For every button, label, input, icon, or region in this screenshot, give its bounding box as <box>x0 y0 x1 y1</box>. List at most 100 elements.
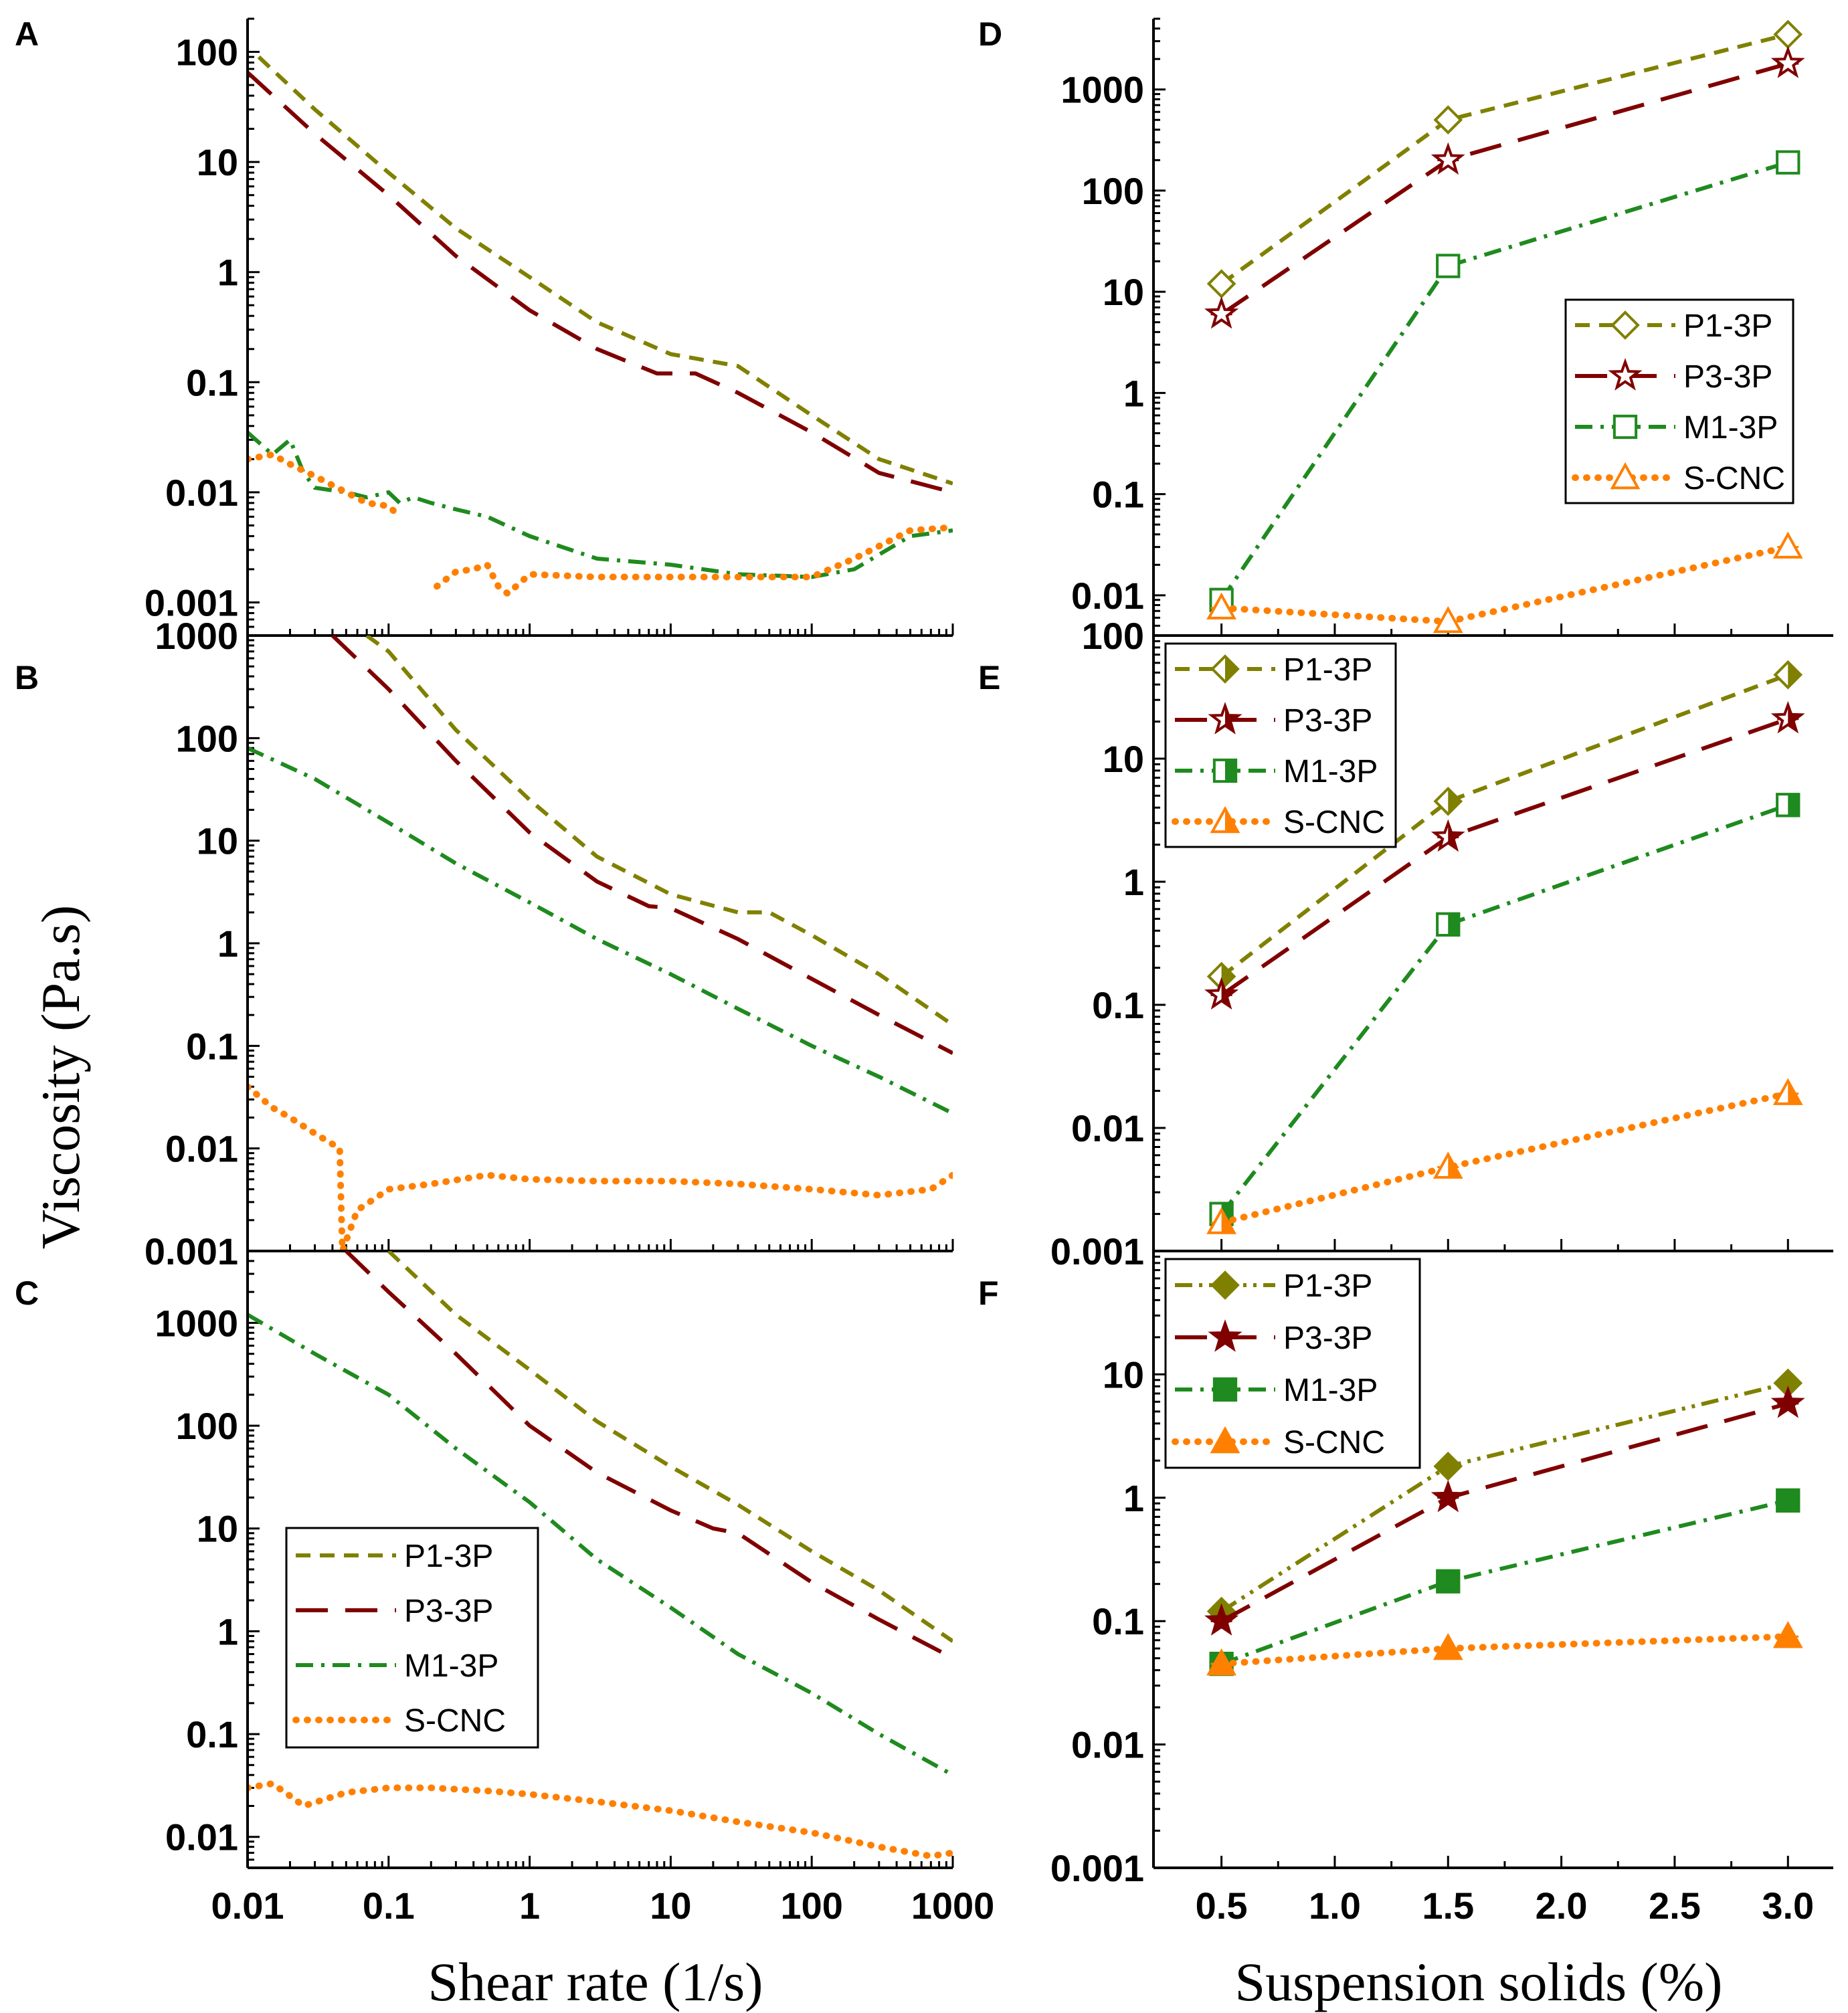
marker-star <box>1208 1319 1242 1352</box>
legend-label: P3-3P <box>404 1594 493 1629</box>
legend-label: P3-3P <box>1283 703 1372 739</box>
series-line-s-cnc <box>1218 1090 1792 1226</box>
y-tick-label: 100 <box>1082 615 1144 657</box>
legend: P1-3P P3-3P M1-3P S-CNC <box>1164 642 1397 848</box>
marker-diamond <box>1433 105 1463 135</box>
marker-diamond <box>1610 310 1640 340</box>
x-tick-label: 1.5 <box>1422 1885 1474 1927</box>
y-tick-label: 1000 <box>155 1302 238 1344</box>
y-tick-label: 1 <box>1123 861 1144 903</box>
legend-label: M1-3P <box>1283 1373 1378 1408</box>
legend-box <box>1564 298 1794 504</box>
y-axis-title: Viscosity (Pa.s) <box>30 905 91 1249</box>
y-tick-label: 0.01 <box>1071 575 1144 617</box>
y-tick-label: 1000 <box>1060 69 1144 111</box>
y-tick-label: 0.1 <box>186 1713 238 1755</box>
marker-half-fill <box>1788 794 1799 816</box>
legend: P1-3P P3-3P M1-3P S-CNC <box>1564 298 1794 504</box>
y-tick-label: 0.001 <box>145 581 238 624</box>
x-tick-label: 1.0 <box>1309 1885 1361 1927</box>
legend-label: M1-3P <box>404 1648 498 1684</box>
y-tick-label: 1 <box>217 1610 238 1652</box>
y-tick-label: 10 <box>197 1508 238 1550</box>
marker-star <box>1770 1385 1805 1418</box>
legend-label: P1-3P <box>1283 652 1372 688</box>
marker-half-fill <box>1788 1080 1801 1104</box>
legend-label: P1-3P <box>404 1539 493 1574</box>
marker-half-fill <box>1448 788 1461 814</box>
legend-label: S-CNC <box>1283 805 1385 840</box>
series-line-s-cnc <box>434 524 953 598</box>
legend-box <box>1164 642 1397 848</box>
marker-square <box>1612 414 1638 440</box>
panel-label: C <box>15 1274 39 1312</box>
y-tick-label: 10 <box>197 820 238 862</box>
x-tick-label: 3.0 <box>1762 1885 1814 1927</box>
marker-half-fill <box>1788 704 1802 731</box>
series-line-m1-3p <box>248 1313 953 1777</box>
series-line-p1-3p <box>257 55 953 486</box>
y-tick-label: 0.1 <box>186 361 238 403</box>
legend-label: S-CNC <box>1683 461 1785 496</box>
series-line-s-cnc <box>1218 1633 1792 1668</box>
marker-triangle <box>1772 531 1803 559</box>
legend-label: P3-3P <box>1283 1321 1372 1356</box>
marker-star <box>1430 142 1465 175</box>
marker-triangle <box>1772 1621 1803 1648</box>
legend-label: S-CNC <box>404 1703 506 1739</box>
marker-triangle <box>1433 1632 1463 1660</box>
x-tick-label: 2.0 <box>1536 1885 1588 1927</box>
panel-label: D <box>978 15 1002 53</box>
marker-square <box>1436 1569 1461 1594</box>
marker-triangle <box>1206 592 1236 619</box>
marker-diamond <box>1773 19 1803 50</box>
x-tick-label: 1 <box>519 1885 540 1927</box>
x-axis-title-left: Shear rate (1/s) <box>428 1951 763 2012</box>
x-tick-label: 0.01 <box>211 1885 284 1927</box>
marker-half-fill <box>1221 1210 1234 1233</box>
panel-d: 0.01 0.1 1 10 100 1000 D P1-3P P3-3P M1-3P S-CNC <box>978 15 1833 637</box>
marker-triangle <box>1610 462 1641 490</box>
y-tick-label: 0.1 <box>1092 474 1144 516</box>
legend-label: P1-3P <box>1683 308 1772 344</box>
marker-star <box>1430 1480 1465 1513</box>
panel-e: 0.001 0.01 0.1 1 10 100 E P1-3P P3-3P M1-3P S-CNC <box>978 615 1833 1272</box>
marker-half-fill <box>1221 963 1234 989</box>
panel-label: B <box>15 659 39 696</box>
series-line-m1-3p <box>248 746 953 1115</box>
x-tick-label: 1000 <box>911 1885 995 1927</box>
panel-label: F <box>978 1274 999 1312</box>
marker-half-fill <box>1225 809 1238 832</box>
panel-c: 0.01 0.1 1 10 100 1000 0.01 0.1 1 10 100 1000 C P1-3P… <box>15 1250 995 1927</box>
marker-star <box>1770 45 1805 78</box>
y-tick-label: 0.01 <box>1071 1724 1144 1766</box>
y-tick-label: 100 <box>176 1405 238 1447</box>
legend-label: M1-3P <box>1683 410 1778 446</box>
series-line-p1-3p <box>387 1251 953 1643</box>
y-tick-label: 1 <box>217 923 238 965</box>
panel-b: 0.001 0.01 0.1 1 10 100 1000 B <box>15 615 954 1272</box>
series-line-s-cnc <box>248 1083 953 1251</box>
legend-label: P1-3P <box>1283 1268 1372 1304</box>
y-tick-label: 10 <box>1103 738 1144 780</box>
marker-square <box>1436 254 1461 278</box>
y-tick-label: 1 <box>1123 1477 1144 1519</box>
marker-star <box>1204 1603 1239 1636</box>
series-line-p3-3p <box>345 1251 953 1660</box>
y-tick-label: 1000 <box>155 615 238 657</box>
marker-half-fill <box>1225 656 1238 682</box>
marker-half-fill <box>1448 913 1459 935</box>
y-tick-label: 10 <box>1103 1353 1144 1396</box>
series-line-p1-3p <box>365 636 953 1027</box>
legend-label: P3-3P <box>1683 359 1772 395</box>
y-tick-label: 0.001 <box>1050 1230 1144 1272</box>
series-line-p3-3p <box>248 71 953 494</box>
marker-half-fill <box>1448 823 1462 849</box>
legend: P1-3P P3-3P M1-3P S-CNC <box>1164 1258 1421 1469</box>
marker-star <box>1204 296 1239 329</box>
y-tick-label: 1 <box>217 252 238 294</box>
panel-label: E <box>978 659 1000 696</box>
series-line-m1-3p <box>1220 1498 1788 1666</box>
